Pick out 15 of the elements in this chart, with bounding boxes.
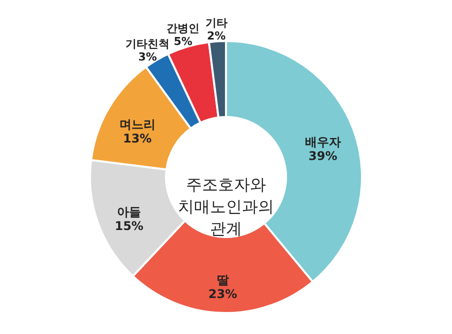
data-label: 23% <box>208 286 238 301</box>
slice-label: 배우자 <box>304 135 341 150</box>
data-label: 2% <box>206 29 226 42</box>
slice-label: 간병인 <box>166 22 200 36</box>
data-label: 39% <box>308 149 338 164</box>
slice-label: 딸 <box>216 272 229 287</box>
data-label: 3% <box>138 50 157 64</box>
slice-label: 아들 <box>117 204 142 219</box>
data-label: 13% <box>122 132 152 146</box>
text: 주조호자와 치매노인과의 관계 <box>178 175 274 238</box>
slice-label: 며느리 <box>119 118 156 132</box>
slice-label: 기타 <box>205 16 228 30</box>
data-label: 15% <box>114 218 144 233</box>
slice-label: 기타친척 <box>126 37 170 50</box>
data-label: 5% <box>174 35 192 48</box>
